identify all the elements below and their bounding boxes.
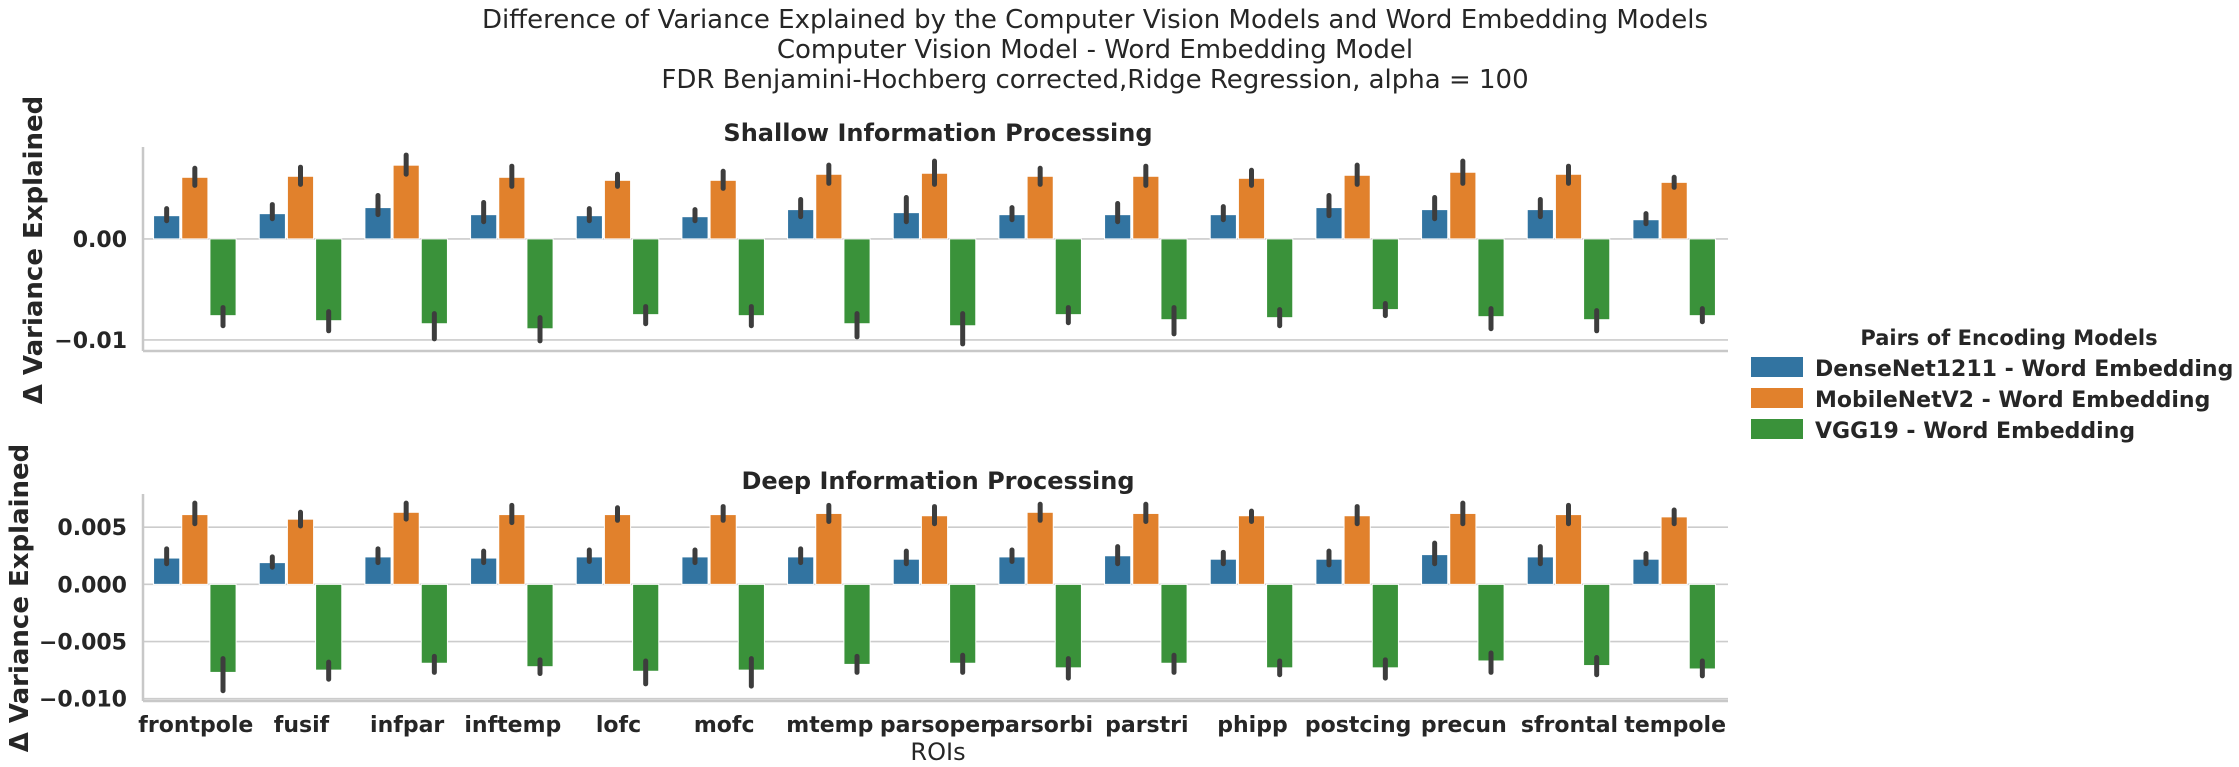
bar-deep-vgg19-infpar bbox=[420, 583, 448, 664]
x-tick-label: precun bbox=[1421, 713, 1507, 738]
bar-deep-vgg19-mtemp bbox=[843, 583, 871, 665]
panel-deep: Deep Information Processing Δ Variance E… bbox=[5, 444, 1728, 753]
figure-subtitle-line-1: Computer Vision Model - Word Embedding M… bbox=[777, 35, 1413, 65]
bar-deep-vgg19-mofc bbox=[737, 583, 765, 671]
x-tick-label: parsoper bbox=[880, 713, 991, 738]
figure-subtitle-line-2: FDR Benjamini-Hochberg corrected,Ridge R… bbox=[661, 65, 1528, 95]
bar-deep-mobilenet-parstri bbox=[1132, 512, 1160, 585]
bar-shallow-vgg19-inftemp bbox=[526, 238, 554, 330]
bar-deep-vgg19-postcing bbox=[1371, 583, 1399, 669]
x-tick-label: phipp bbox=[1217, 713, 1287, 738]
bar-deep-mobilenet-fusif bbox=[286, 518, 315, 585]
bar-deep-mobilenet-phipp bbox=[1237, 515, 1266, 585]
bar-shallow-mobilenet-infpar bbox=[392, 164, 420, 240]
x-tick-label: parstri bbox=[1105, 713, 1188, 738]
x-tick-label: mofc bbox=[694, 713, 755, 738]
bar-deep-vgg19-tempole bbox=[1688, 583, 1716, 670]
bar-deep-vgg19-sfrontal bbox=[1583, 583, 1611, 667]
bar-deep-vgg19-parstri bbox=[1160, 583, 1188, 664]
panel-shallow: Shallow Information Processing Δ Varianc… bbox=[19, 96, 1728, 405]
figure-title: Difference of Variance Explained by the … bbox=[482, 5, 1708, 35]
bar-deep-mobilenet-frontpole bbox=[181, 514, 209, 585]
bar-shallow-vgg19-tempole bbox=[1688, 238, 1716, 317]
bar-shallow-mobilenet-sfrontal bbox=[1554, 173, 1583, 240]
x-tick-label: tempole bbox=[1624, 713, 1726, 738]
bar-shallow-vgg19-sfrontal bbox=[1583, 238, 1611, 321]
bar-deep-vgg19-parsorbi bbox=[1054, 583, 1082, 669]
y-tick-label: −0.010 bbox=[39, 688, 127, 713]
bar-deep-mobilenet-infpar bbox=[392, 511, 420, 585]
y-tick-label: −0.01 bbox=[54, 329, 127, 354]
x-tick-label: parsorbi bbox=[989, 713, 1093, 738]
bar-deep-vgg19-inftemp bbox=[526, 583, 554, 668]
bar-deep-vgg19-fusif bbox=[315, 583, 343, 671]
bar-deep-vgg19-lofc bbox=[632, 583, 660, 672]
x-axis-label: ROIs bbox=[910, 738, 965, 766]
bar-shallow-vgg19-precun bbox=[1477, 238, 1505, 318]
panel-title-shallow: Shallow Information Processing bbox=[723, 119, 1152, 147]
panel-title-deep: Deep Information Processing bbox=[741, 467, 1134, 495]
legend-label-densenet: DenseNet1211 - Word Embedding bbox=[1815, 357, 2233, 382]
y-tick-label: 0.00 bbox=[73, 228, 127, 253]
bar-shallow-mobilenet-lofc bbox=[603, 179, 632, 240]
bar-shallow-vgg19-parsorbi bbox=[1054, 238, 1082, 316]
bar-deep-mobilenet-inftemp bbox=[498, 514, 526, 585]
x-tick-label: lofc bbox=[596, 713, 641, 738]
bar-shallow-vgg19-postcing bbox=[1371, 238, 1399, 311]
bar-deep-mobilenet-parsorbi bbox=[1026, 511, 1054, 585]
bar-shallow-vgg19-fusif bbox=[315, 238, 343, 322]
bar-shallow-vgg19-mtemp bbox=[843, 238, 871, 325]
legend-label-vgg19: VGG19 - Word Embedding bbox=[1815, 419, 2135, 444]
x-tick-label: inftemp bbox=[464, 713, 561, 738]
bar-shallow-vgg19-lofc bbox=[632, 238, 660, 316]
y-axis-label-deep: Δ Variance Explained bbox=[5, 444, 35, 753]
bar-shallow-vgg19-infpar bbox=[420, 238, 448, 325]
x-tick-label: postcing bbox=[1305, 713, 1411, 738]
y-tick-label: 0.005 bbox=[57, 516, 127, 541]
bar-shallow-vgg19-frontpole bbox=[209, 238, 237, 317]
bar-shallow-mobilenet-tempole bbox=[1660, 181, 1688, 240]
bar-shallow-densenet-postcing bbox=[1315, 207, 1343, 240]
legend-swatch-vgg19 bbox=[1751, 419, 1803, 439]
legend-swatch-densenet bbox=[1751, 357, 1803, 377]
bar-deep-vgg19-parsoper bbox=[949, 583, 977, 664]
y-tick-label: 0.000 bbox=[57, 573, 127, 598]
bar-deep-mobilenet-tempole bbox=[1660, 516, 1688, 585]
bar-deep-mobilenet-lofc bbox=[603, 514, 632, 585]
x-tick-label: frontpole bbox=[138, 713, 253, 738]
y-axis-label-shallow: Δ Variance Explained bbox=[19, 96, 49, 405]
bar-shallow-vgg19-phipp bbox=[1266, 238, 1294, 319]
bar-deep-mobilenet-postcing bbox=[1343, 515, 1371, 585]
x-tick-label: sfrontal bbox=[1521, 713, 1618, 738]
bar-deep-mobilenet-mofc bbox=[709, 514, 737, 585]
x-tick-label: mtemp bbox=[786, 713, 873, 738]
x-tick-label: infpar bbox=[370, 713, 444, 738]
legend: Pairs of Encoding Models DenseNet1211 - … bbox=[1751, 326, 2233, 444]
bar-shallow-mobilenet-inftemp bbox=[498, 176, 526, 240]
y-tick-label: −0.005 bbox=[39, 631, 127, 656]
bar-deep-vgg19-phipp bbox=[1266, 583, 1294, 669]
bar-deep-vgg19-precun bbox=[1477, 583, 1505, 662]
bar-deep-mobilenet-mtemp bbox=[815, 512, 843, 585]
legend-swatch-mobilenet bbox=[1751, 388, 1803, 408]
x-tick-label: fusif bbox=[274, 713, 330, 738]
bar-deep-mobilenet-parsoper bbox=[920, 515, 949, 585]
legend-title: Pairs of Encoding Models bbox=[1860, 326, 2157, 350]
legend-label-mobilenet: MobileNetV2 - Word Embedding bbox=[1815, 388, 2210, 413]
